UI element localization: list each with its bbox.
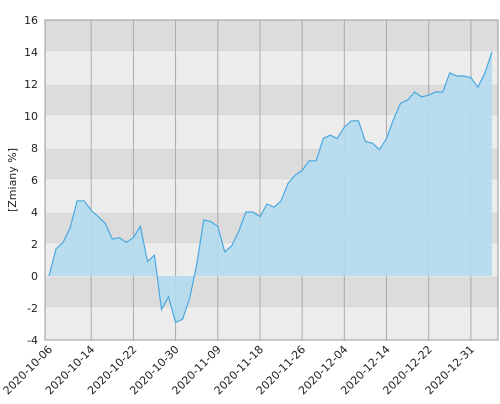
y-axis-label: [Zmiany %]: [6, 148, 19, 212]
area-line: [48, 51, 493, 324]
y-tick-label: 12: [24, 78, 38, 91]
grid-band: [45, 20, 498, 52]
y-tick-label: 10: [24, 110, 38, 123]
y-tick-label: 16: [24, 14, 38, 27]
y-tick-label: 14: [24, 46, 38, 59]
grid-band: [45, 308, 498, 340]
y-tick-label: 4: [31, 206, 38, 219]
y-tick-label: 8: [31, 142, 38, 155]
y-tick-label: 2: [31, 238, 38, 251]
y-tick-label: -2: [27, 302, 38, 315]
plot-border: [44, 19, 499, 341]
y-tick-label: -4: [27, 334, 38, 347]
y-tick-label: 6: [31, 174, 38, 187]
y-tick-label: 0: [31, 270, 38, 283]
area-fill: [49, 52, 492, 323]
grid-band: [45, 52, 498, 84]
grid-band: [45, 276, 498, 308]
